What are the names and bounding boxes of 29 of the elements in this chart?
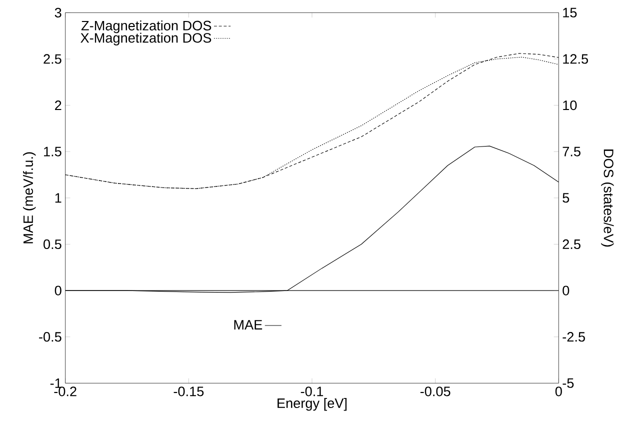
y-tick-label: 1.5 [44,146,62,156]
legend-label: MAE [234,320,262,330]
y-tick-label: 1 [55,193,62,203]
y-tick-label: 3 [54,8,62,18]
y-tick-label: 2.5 [44,54,62,64]
y-tick-label: -1 [50,378,62,388]
y2-axis-title: DOS (states/eV) [601,149,614,246]
y2-tick-label: -5 [562,378,574,388]
legend-label: Z-Magnetization DOS [81,20,212,34]
x-tick-label: -0.15 [174,386,204,396]
y2-tick-label: 0 [562,286,570,296]
y-tick-label: 2 [55,100,62,110]
x-tick-label: -0.05 [420,386,450,396]
y-tick-label: 0.5 [44,239,62,249]
y2-tick-label: -2.5 [562,332,585,342]
x-axis-title: Energy [eV] [278,398,347,411]
y-tick-label: -0.5 [39,332,62,342]
y-tick-label: 0 [54,286,62,296]
x-tick-label: 0 [555,386,562,396]
y2-tick-label: 5 [562,193,570,203]
y2-tick-label: 10 [563,100,577,110]
x-tick-label: -0.2 [54,386,76,396]
y-axis-title: MAE (meV/f.u.) [23,152,36,244]
x-tick-label: -0.1 [300,386,324,396]
y2-tick-label: 12.5 [563,54,588,64]
legend-label: X-Magnetization DOS [80,32,212,46]
y2-tick-label: 15 [563,8,577,18]
y2-tick-label: 2.5 [562,239,580,249]
y2-tick-label: 7.5 [562,146,580,156]
